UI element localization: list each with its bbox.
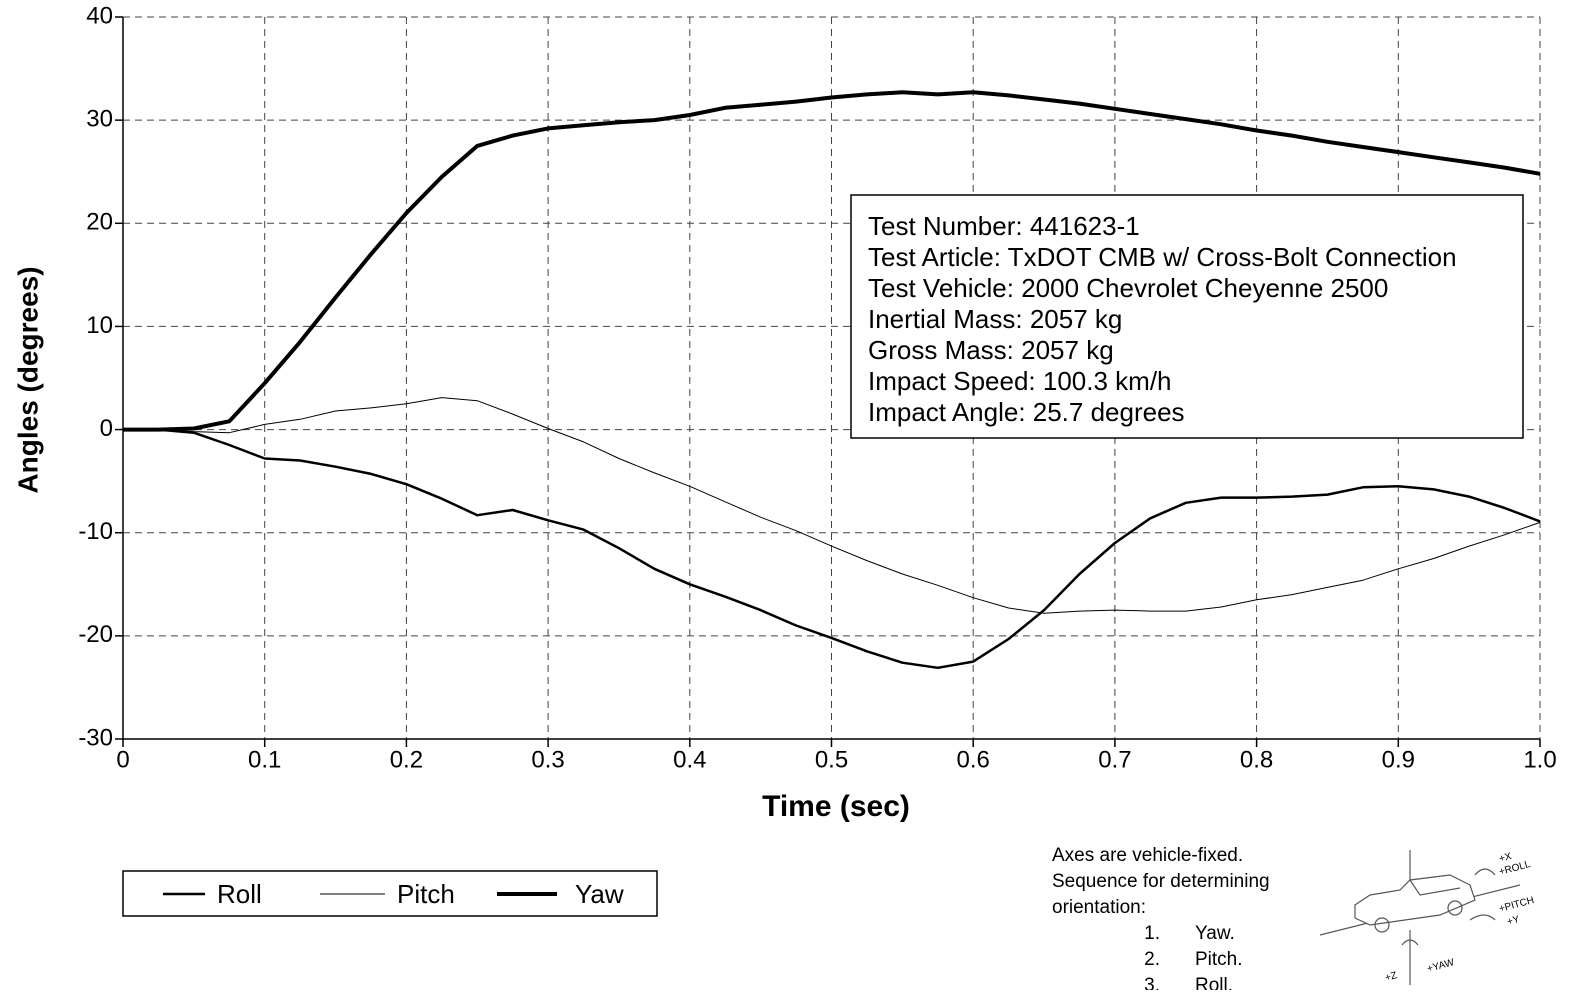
y-tick-label: 10 (86, 312, 113, 339)
info-text: Gross Mass: 2057 kg (868, 335, 1114, 365)
x-tick-label: 0.9 (1382, 746, 1415, 773)
info-text: Test Vehicle: 2000 Chevrolet Cheyenne 25… (868, 273, 1388, 303)
x-tick-label: 0.2 (390, 746, 423, 773)
x-tick-label: 0 (116, 746, 129, 773)
diagram-label: +Y (1506, 914, 1521, 928)
legend-label: Pitch (397, 879, 455, 909)
diagram-label: +Z (1384, 970, 1398, 984)
info-text: Inertial Mass: 2057 kg (868, 304, 1122, 334)
x-tick-label: 0.8 (1240, 746, 1273, 773)
legend-label: Yaw (575, 879, 624, 909)
note-step-text: Pitch. (1195, 949, 1243, 970)
y-tick-label: 40 (86, 2, 113, 29)
y-axis-label: Angles (degrees) (12, 266, 43, 493)
legend-label: Roll (217, 879, 262, 909)
info-text: Test Article: TxDOT CMB w/ Cross-Bolt Co… (868, 242, 1457, 272)
note-step-text: Yaw. (1195, 923, 1235, 944)
note-text: Sequence for determining (1052, 871, 1270, 892)
y-tick-label: -10 (78, 518, 113, 545)
series-line (123, 428, 1541, 670)
note-step-number: 3. (1144, 975, 1160, 990)
note-text: orientation: (1052, 897, 1146, 918)
info-text: Impact Speed: 100.3 km/h (868, 366, 1172, 396)
x-tick-label: 0.3 (531, 746, 564, 773)
series-line (123, 397, 1541, 614)
diagram-label: +YAW (1426, 957, 1456, 975)
y-tick-label: 20 (86, 209, 113, 236)
info-box (850, 194, 1524, 439)
note-step-text: Roll. (1195, 975, 1233, 990)
note-step-number: 2. (1144, 949, 1160, 970)
diagram-label: +X (1498, 851, 1513, 865)
y-tick-label: -20 (78, 621, 113, 648)
note-step-number: 1. (1144, 923, 1160, 944)
diagram-label: +PITCH (1498, 895, 1535, 915)
x-tick-label: 0.1 (248, 746, 281, 773)
x-tick-label: 0.5 (815, 746, 848, 773)
note-text: Axes are vehicle-fixed. (1052, 845, 1243, 866)
y-tick-label: 30 (86, 105, 113, 132)
x-tick-label: 0.6 (957, 746, 990, 773)
info-text: Test Number: 441623-1 (868, 211, 1140, 241)
y-tick-label: -30 (78, 724, 113, 751)
series-line (123, 90, 1541, 432)
legend (122, 870, 658, 917)
vehicle-diagram (1319, 850, 1521, 985)
x-tick-label: 0.4 (673, 746, 706, 773)
x-axis-label: Time (sec) (762, 790, 910, 823)
x-tick-label: 0.7 (1098, 746, 1131, 773)
info-text: Impact Angle: 25.7 degrees (868, 397, 1185, 427)
y-tick-label: 0 (100, 415, 113, 442)
x-tick-label: 1.0 (1523, 746, 1556, 773)
